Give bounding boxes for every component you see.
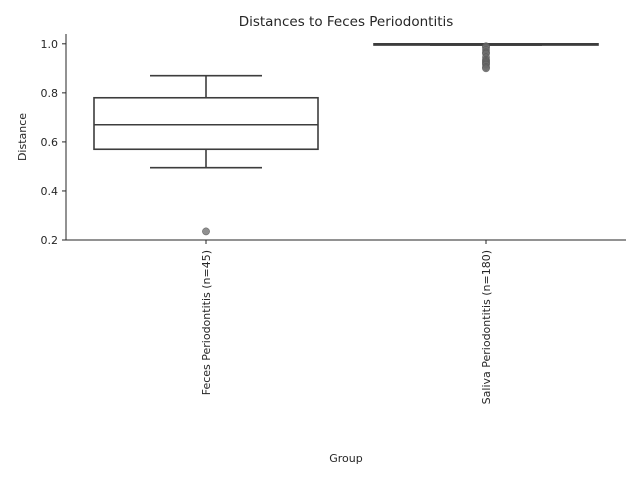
x-axis-label: Group: [329, 452, 363, 465]
x-tick-label: Saliva Periodontitis (n=180): [480, 250, 493, 404]
y-axis-ticks: 0.2 0.4 0.6 0.8 1.0: [41, 38, 66, 247]
box-group: [373, 42, 599, 73]
plot-area: [93, 42, 599, 236]
y-tick-label: 0.6: [41, 136, 59, 149]
y-tick-label: 0.2: [41, 234, 59, 247]
x-axis-ticks: Feces Periodontitis (n=45) Saliva Periodo…: [200, 240, 493, 404]
outlier-point: [482, 64, 490, 73]
y-tick-label: 1.0: [41, 38, 59, 51]
y-tick-label: 0.4: [41, 185, 59, 198]
chart-title: Distances to Feces Periodontitis: [239, 14, 454, 30]
box-iqr: [93, 96, 319, 151]
y-tick-label: 0.8: [41, 87, 59, 100]
outlier-point: [202, 227, 210, 236]
box-group: [93, 74, 319, 236]
y-axis-label: Distance: [16, 113, 29, 161]
x-tick-label: Feces Periodontitis (n=45): [200, 250, 213, 395]
